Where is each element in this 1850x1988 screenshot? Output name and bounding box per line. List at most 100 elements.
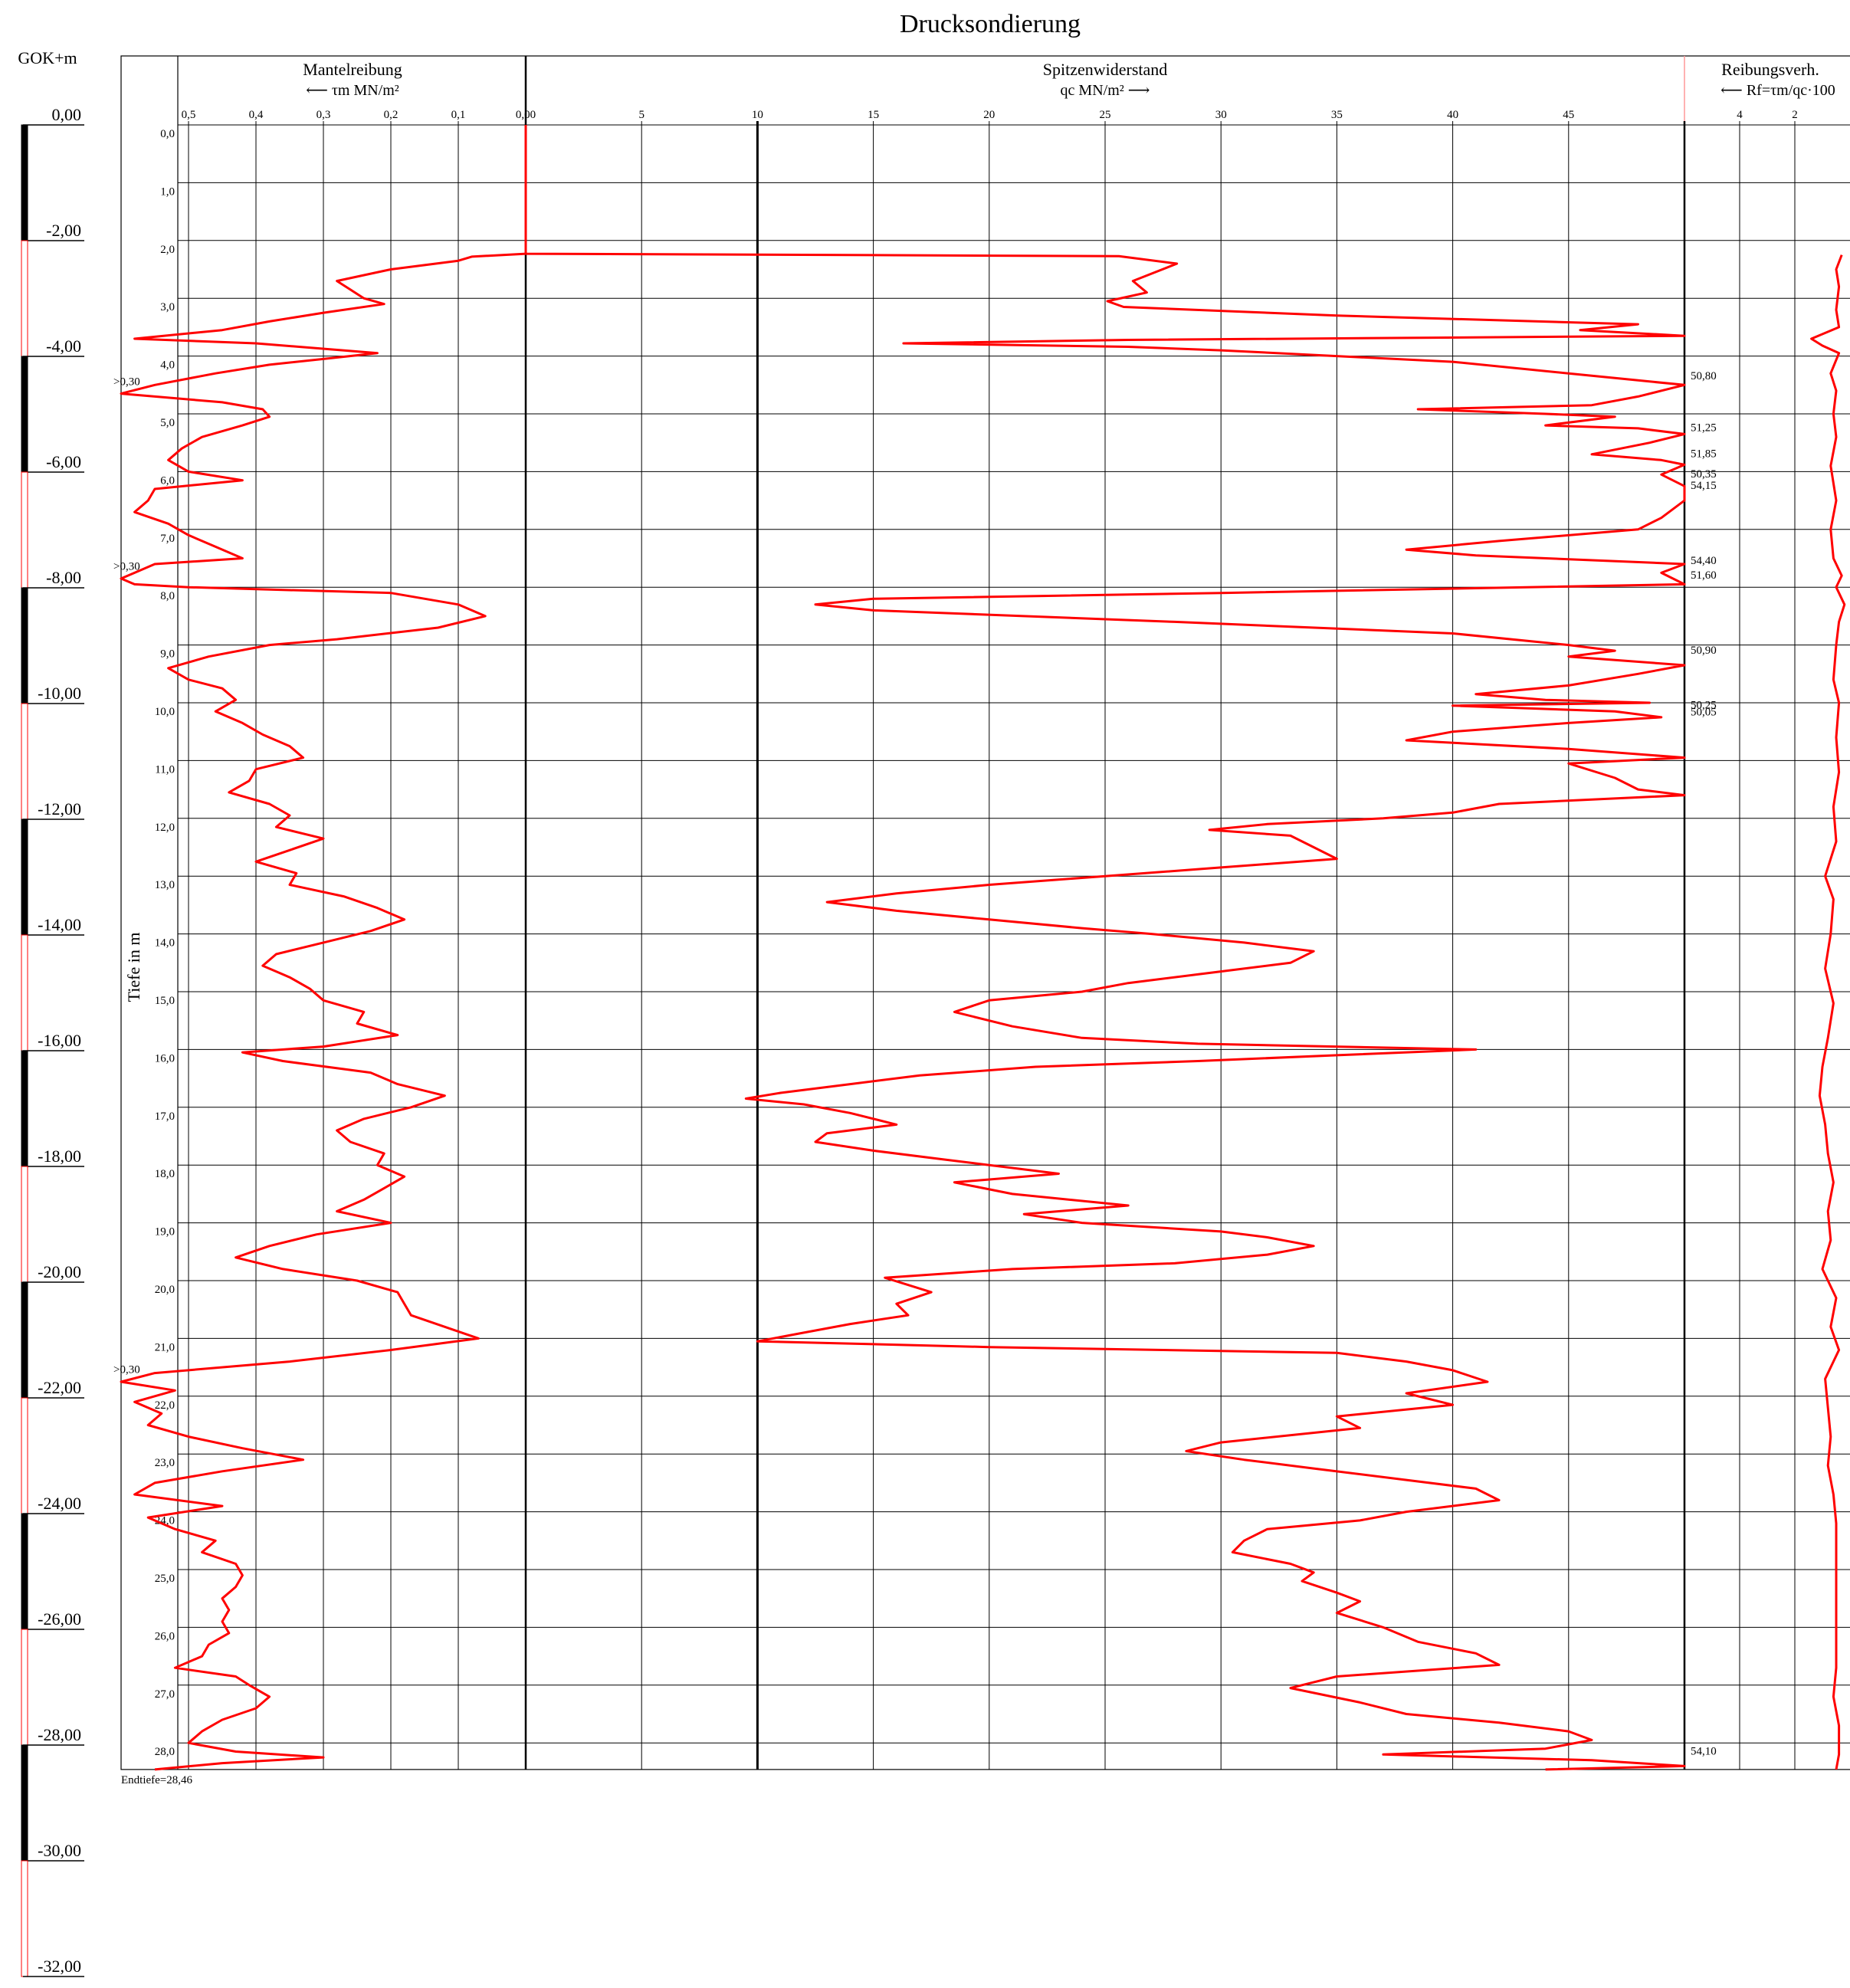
elevation-tick-label: -8,00 (46, 568, 81, 587)
depth-tick-label: 1,0 (160, 185, 175, 198)
tip-clip-label: 51,60 (1691, 569, 1717, 582)
tip-clip-label: 50,80 (1691, 370, 1717, 382)
depth-tick-label: 23,0 (155, 1457, 175, 1469)
depth-tick-label: 24,0 (155, 1515, 175, 1527)
elevation-tick-label: -32,00 (38, 1957, 81, 1976)
elevation-axis-label: GOK+m (18, 48, 77, 67)
friction-clip-label: >0,30 (113, 1364, 140, 1376)
friction-tick-label: 0,1 (451, 109, 466, 121)
friction-tick-label: 0,2 (384, 109, 399, 121)
elevation-segment-light (21, 703, 28, 820)
depth-tick-label: 14,0 (155, 937, 175, 950)
elevation-segment-light (21, 1397, 28, 1514)
elevation-segment-dark (21, 587, 28, 704)
depth-tick-label: 20,0 (155, 1284, 175, 1296)
tip-series-line (524, 125, 1686, 1771)
elevation-tick-label: -18,00 (38, 1147, 81, 1166)
elevation-tick-label: -24,00 (38, 1494, 81, 1513)
friction-tick-label: 0,4 (249, 109, 264, 121)
tip-clip-label: 51,85 (1691, 448, 1717, 461)
depth-tick-label: 19,0 (155, 1226, 175, 1238)
elevation-segment-dark (21, 356, 28, 473)
elevation-segment-dark (21, 1513, 28, 1630)
ratio-tick-label: 4 (1737, 109, 1743, 121)
tip-tick-label: 15 (868, 109, 879, 121)
friction-tick-label: 0,00 (516, 109, 536, 121)
tip-clip-label: 54,40 (1691, 555, 1717, 567)
tip-clip-label: 54,10 (1691, 1745, 1717, 1757)
elevation-tick-label: -14,00 (38, 915, 81, 934)
elevation-tick-label: -4,00 (46, 336, 81, 356)
depth-tick-label: 7,0 (160, 533, 175, 545)
tip-unit-label: qc MN/m² ⟶ (1061, 82, 1150, 99)
plot-frame (120, 55, 1850, 1770)
elevation-segment-light (21, 240, 28, 357)
depth-tick-label: 26,0 (155, 1630, 175, 1642)
depth-tick-label: 27,0 (155, 1688, 175, 1701)
depth-tick-label: 9,0 (160, 648, 175, 661)
ratio-series-line (1810, 254, 1846, 1770)
elevation-tick-label: -6,00 (46, 452, 81, 471)
elevation-segment-dark (21, 1050, 28, 1167)
elevation-segment-dark (21, 124, 28, 241)
depth-tick-label: 6,0 (160, 474, 175, 487)
ratio-panel-title: Reibungsverh. (1721, 60, 1819, 79)
depth-tick-label: 8,0 (160, 590, 175, 602)
tip-tick-label: 30 (1215, 109, 1227, 121)
friction-clip-label: >0,30 (113, 561, 140, 573)
depth-tick-label: 28,0 (155, 1746, 175, 1758)
tip-tick-label: 35 (1331, 109, 1343, 121)
end-depth-label: Endtiefe=28,46 (121, 1774, 193, 1786)
elevation-tick-label: 0,00 (52, 105, 82, 124)
tip-tick-label: 5 (638, 109, 645, 121)
ratio-tick-label: 2 (1792, 109, 1798, 121)
depth-tick-label: 15,0 (155, 995, 175, 1007)
ratio-unit-label: ⟵ Rf=τm/qc·100 (1720, 82, 1835, 99)
elevation-segment-dark (21, 818, 28, 936)
tip-clip-label: 50,90 (1691, 645, 1717, 657)
depth-tick-label: 0,0 (160, 128, 175, 140)
friction-clip-label: >0,30 (113, 376, 140, 388)
elevation-segment-light (21, 471, 28, 589)
elevation-tick-label: -30,00 (38, 1841, 81, 1860)
friction-tick-label: 0,5 (182, 109, 196, 121)
friction-panel-title: Mantelreibung (303, 60, 402, 79)
elevation-tick-label: -10,00 (38, 684, 81, 703)
chart-title: Drucksondierung (900, 10, 1081, 38)
tip-panel-title: Spitzenwiderstand (1043, 60, 1168, 79)
tip-clip-label: 51,25 (1691, 422, 1717, 435)
depth-tick-label: 13,0 (155, 879, 175, 891)
depth-tick-label: 25,0 (155, 1573, 175, 1585)
depth-tick-label: 5,0 (160, 417, 175, 429)
elevation-tick-label: -22,00 (38, 1378, 81, 1397)
elevation-tick-label: -2,00 (46, 221, 81, 240)
tip-tick-label: 10 (752, 109, 763, 121)
elevation-segment-dark (21, 1281, 28, 1399)
depth-tick-label: 18,0 (155, 1168, 175, 1180)
friction-tick-label: 0,3 (317, 109, 331, 121)
depth-tick-label: 10,0 (155, 706, 175, 718)
friction-unit-label: ⟵ τm MN/m² (306, 82, 399, 99)
tip-tick-label: 40 (1447, 109, 1458, 121)
depth-tick-label: 12,0 (155, 822, 175, 834)
depth-tick-label: 17,0 (155, 1110, 175, 1123)
elevation-segment-light (21, 1166, 28, 1283)
tip-clip-label: 50,05 (1691, 707, 1717, 719)
elevation-tick-label: -12,00 (38, 799, 81, 818)
elevation-segment-light (21, 934, 28, 1051)
tip-tick-label: 45 (1563, 109, 1574, 121)
depth-tick-label: 16,0 (155, 1052, 175, 1065)
elevation-segment-light (21, 1629, 28, 1746)
elevation-tick-label: -28,00 (38, 1725, 81, 1744)
friction-series-line (120, 252, 526, 1771)
elevation-segment-dark (21, 1744, 28, 1862)
depth-axis-label: Tiefe in m (124, 933, 143, 1002)
tip-tick-label: 20 (983, 109, 995, 121)
depth-tick-label: 2,0 (160, 244, 175, 256)
elevation-tick-label: -20,00 (38, 1262, 81, 1281)
depth-tick-label: 21,0 (155, 1341, 175, 1353)
tip-tick-label: 25 (1100, 109, 1111, 121)
tip-clip-label: 54,15 (1691, 480, 1717, 492)
depth-tick-label: 22,0 (155, 1399, 175, 1412)
tip-clip-label: 50,35 (1691, 468, 1717, 481)
